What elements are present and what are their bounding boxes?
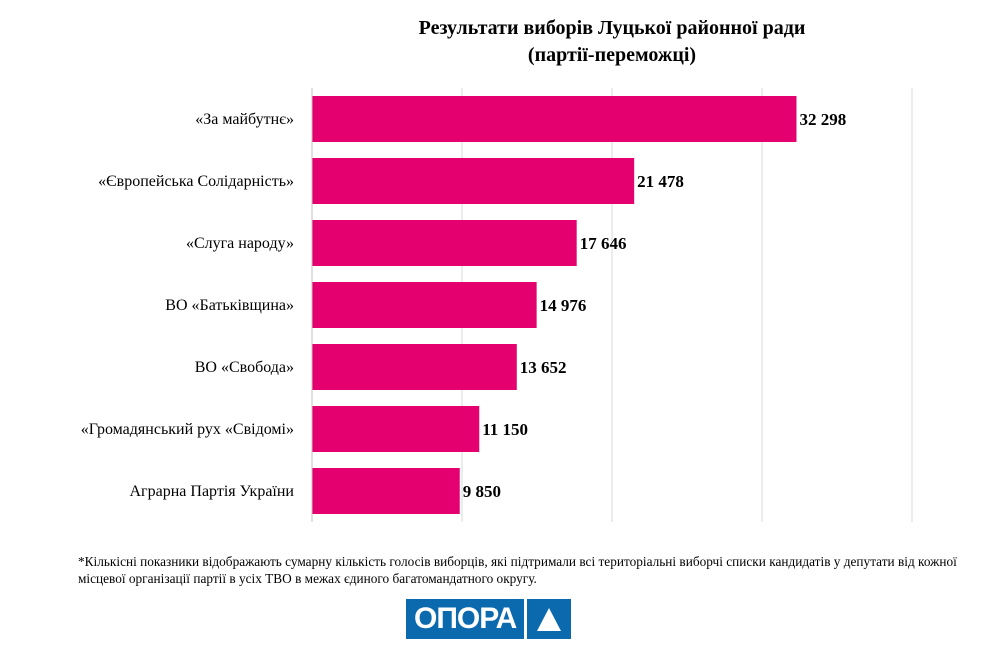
bar-chart: «За майбутнє» 32 298 «Європейська Солідарн…: [81, 88, 913, 522]
category-label: ВО «Свобода»: [195, 359, 294, 376]
data-label: 11 150: [482, 420, 528, 439]
category-label: «Слуга народу»: [186, 235, 294, 252]
bar: [312, 468, 460, 514]
data-label: 9 850: [463, 482, 501, 501]
chart-title: Результати виборів Луцької районної ради: [418, 17, 806, 39]
category-label: «Європейська Солідарність»: [98, 173, 294, 190]
data-label: 17 646: [580, 234, 627, 253]
category-label: «Громадянський рух «Свідомі»: [81, 421, 294, 438]
bar: [312, 282, 537, 328]
data-label: 32 298: [799, 110, 846, 129]
data-label: 14 976: [540, 296, 587, 315]
bar: [312, 96, 797, 142]
bar: [312, 344, 517, 390]
bar: [312, 406, 480, 452]
triangle-icon: [527, 599, 572, 639]
footnote: *Кількісні показники відображають сумарн…: [78, 554, 957, 586]
chart-subtitle: (партії-переможці): [527, 44, 697, 66]
category-label: «За майбутнє»: [195, 111, 294, 128]
data-label: 21 478: [637, 172, 684, 191]
data-label: 13 652: [520, 358, 567, 377]
category-label: Аграрна Партія України: [130, 483, 295, 500]
category-label: ВО «Батьківщина»: [165, 297, 294, 314]
logo-text: ОПОРА: [406, 599, 525, 639]
opora-logo: ОПОРА: [406, 599, 572, 639]
bar: [312, 220, 577, 266]
bar: [312, 158, 635, 204]
